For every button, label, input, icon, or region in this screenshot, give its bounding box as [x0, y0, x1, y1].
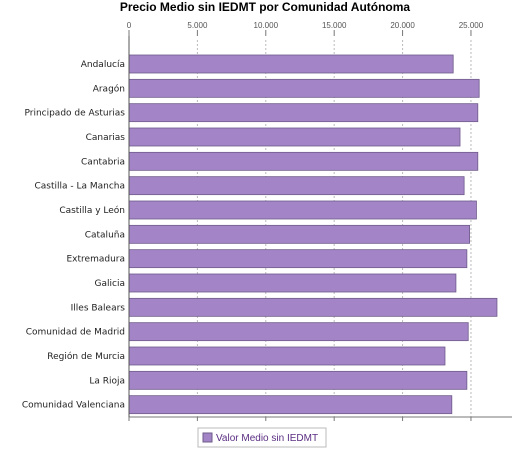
category-label: Castilla y León — [59, 205, 125, 216]
category-label: Andalucía — [81, 60, 125, 70]
legend-box — [197, 427, 327, 448]
x-axis-ticks — [128, 417, 472, 421]
category-label: Castilla - La Mancha — [34, 182, 125, 192]
bar — [128, 370, 468, 390]
bar — [128, 103, 479, 123]
x-tick-label: 15.000 — [322, 21, 347, 30]
x-tick-label: 10.000 — [254, 21, 279, 30]
category-label: Cataluña — [85, 230, 125, 240]
legend-swatch — [202, 432, 213, 443]
bar — [128, 346, 446, 366]
category-label: La Rioja — [89, 376, 125, 386]
legend-label: Valor Medio sin IEDMT — [216, 433, 318, 444]
x-tick-label: 5.000 — [187, 21, 208, 30]
bar — [128, 200, 477, 220]
bar — [128, 297, 498, 317]
category-label: Comunidad Valenciana — [22, 401, 125, 411]
bar — [128, 78, 480, 98]
bar — [128, 395, 453, 415]
category-label: Illes Balears — [71, 303, 126, 313]
bar — [128, 273, 457, 293]
category-label: Comunidad de Madrid — [26, 328, 125, 338]
category-label: Extremadura — [67, 255, 126, 265]
bar — [128, 249, 468, 269]
x-tick-label: 20.000 — [390, 21, 415, 30]
category-label: Canarias — [86, 133, 126, 143]
category-label: Galicia — [95, 279, 125, 289]
x-tick-labels: 0 5.000 10.000 15.000 20.000 25.000 — [127, 21, 484, 36]
legend: Valor Medio sin IEDMT — [197, 427, 327, 448]
category-label: Aragón — [93, 83, 125, 94]
bar — [128, 224, 470, 244]
category-label: Principado de Asturias — [24, 109, 125, 119]
bar — [128, 127, 461, 147]
category-label: Cantabria — [81, 157, 125, 167]
category-label: Región de Murcia — [47, 351, 125, 362]
bar — [128, 176, 465, 196]
x-tick-label: 0 — [127, 21, 132, 30]
bars — [128, 54, 498, 415]
bar — [128, 54, 454, 74]
bar — [128, 322, 469, 342]
bar — [128, 151, 479, 171]
chart-title: Precio Medio sin IEDMT por Comunidad Aut… — [120, 0, 411, 14]
category-labels: Andalucía Aragón Principado de Asturias Can… — [22, 60, 125, 411]
x-tick-label: 25.000 — [459, 21, 484, 30]
